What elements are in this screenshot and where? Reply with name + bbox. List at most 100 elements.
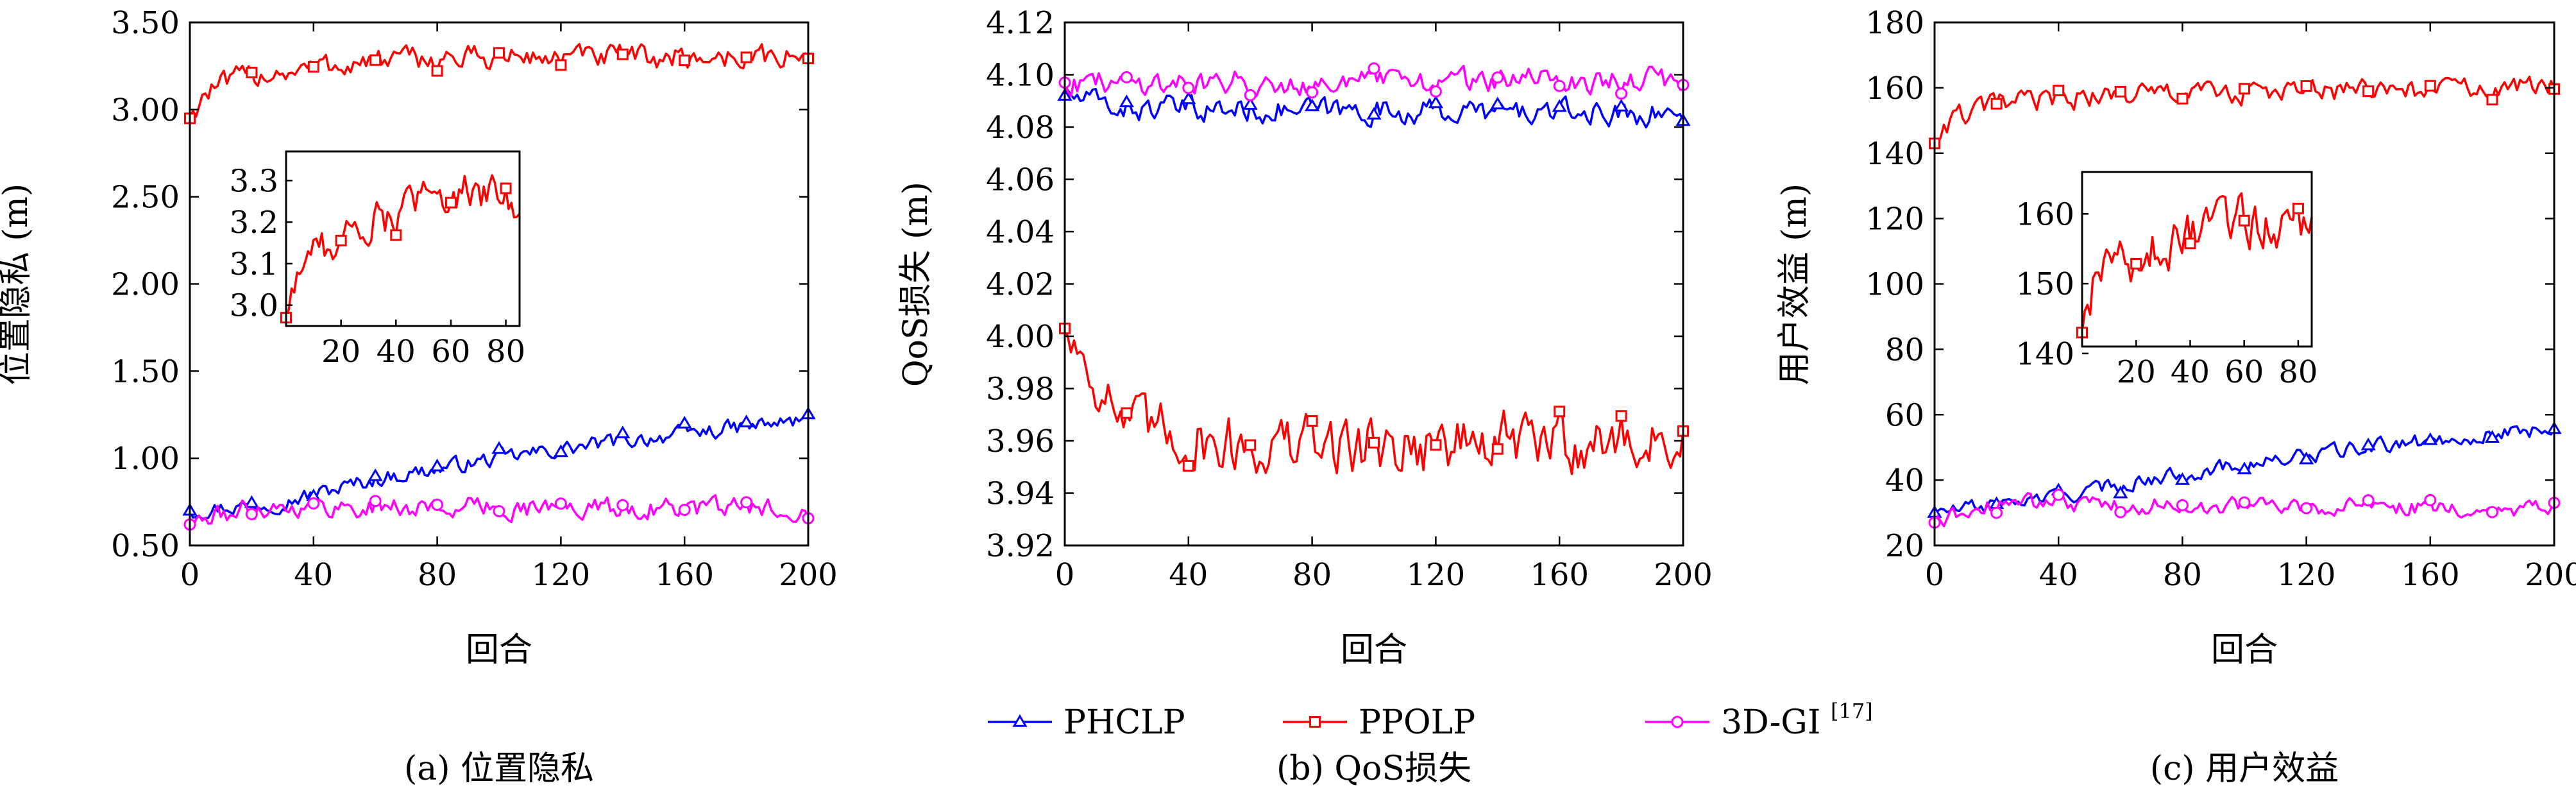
y-tick-label: 3.94 xyxy=(986,476,1055,512)
y-tick-label: 3.98 xyxy=(986,372,1055,407)
panel-caption: (c) 用户效益 xyxy=(2150,750,2339,788)
y-tick-label: 4.08 xyxy=(986,110,1055,146)
legend-item-3d-gi: 3D-GI [17] xyxy=(1645,699,1873,742)
series-marker-ppolp xyxy=(1182,459,1194,472)
x-tick-label: 0 xyxy=(1925,557,1945,593)
series-marker-phclp xyxy=(553,444,569,458)
series-marker-ppolp xyxy=(369,54,382,66)
series-marker-ppolp xyxy=(2362,85,2375,98)
x-axis-label: 回合 xyxy=(1341,631,1407,669)
x-axis-label: 回合 xyxy=(2211,631,2278,669)
y-tick-label: 3.96 xyxy=(986,424,1055,459)
series-marker-3d-gi xyxy=(1429,85,1442,98)
legend-label: PHCLP xyxy=(1063,703,1185,742)
series-marker-ppolp xyxy=(679,55,691,67)
series-marker-ppolp xyxy=(2300,80,2312,92)
inset-series-marker-ppolp xyxy=(2238,214,2250,227)
legend-label: PPOLP xyxy=(1359,703,1475,742)
series-marker-3d-gi xyxy=(2238,496,2251,509)
series-marker-ppolp xyxy=(740,51,752,64)
series-marker-3d-gi xyxy=(2052,488,2065,501)
series-marker-phclp xyxy=(615,425,631,438)
y-tick-label: 4.04 xyxy=(986,214,1055,250)
y-tick-label: 80 xyxy=(1885,332,1924,368)
series-marker-phclp xyxy=(2174,472,2190,485)
inset-series-marker-ppolp xyxy=(335,234,347,246)
inset-x-tick-label: 40 xyxy=(2171,354,2210,390)
series-marker-ppolp xyxy=(2176,92,2189,105)
series-marker-3d-gi xyxy=(740,496,753,509)
y-tick-label: 4.02 xyxy=(986,267,1055,303)
inset-series-marker-ppolp xyxy=(2184,237,2196,250)
inset-frame xyxy=(2081,171,2313,348)
series-marker-phclp xyxy=(1366,107,1382,120)
series-marker-ppolp xyxy=(555,59,567,71)
series-marker-phclp xyxy=(677,415,692,429)
y-tick-label: 4.00 xyxy=(986,319,1055,355)
series-marker-phclp xyxy=(2484,430,2500,443)
y-tick-label: 2.50 xyxy=(111,180,180,216)
inset-series-marker-ppolp xyxy=(445,196,457,209)
series-marker-ppolp xyxy=(2424,80,2436,92)
inset-y-tick-label: 3.3 xyxy=(230,163,278,199)
y-tick-label: 180 xyxy=(1865,5,1924,41)
inset-x-tick-label: 40 xyxy=(377,334,416,370)
series-marker-3d-gi xyxy=(2114,506,2127,518)
y-tick-label: 2.00 xyxy=(111,267,180,303)
series-line-phclp xyxy=(189,413,809,520)
series-marker-3d-gi xyxy=(1553,80,1566,92)
legend-marker-square xyxy=(1309,716,1321,728)
x-tick-label: 40 xyxy=(1169,557,1208,593)
series-marker-ppolp xyxy=(1990,98,2003,110)
inset-x-tick-label: 60 xyxy=(431,334,470,370)
y-tick-label: 1.50 xyxy=(111,354,180,390)
series-marker-ppolp xyxy=(2053,84,2065,96)
y-tick-label: 40 xyxy=(1885,463,1924,499)
series-marker-ppolp xyxy=(1306,415,1318,427)
x-tick-label: 120 xyxy=(1407,557,1466,593)
y-tick-label: 140 xyxy=(1865,136,1924,172)
inset-y-tick-label: 3.1 xyxy=(230,246,278,282)
series-marker-3d-gi xyxy=(1182,81,1195,94)
series-line-ppolp xyxy=(1063,328,1684,476)
x-axis-label: 回合 xyxy=(466,631,532,669)
inset-background xyxy=(2082,172,2312,347)
series-marker-3d-gi xyxy=(2300,502,2313,515)
chart-c: 0 40 80 120 160 200 20 40 60 80 100 120 140 160 180 回合 用… xyxy=(1775,5,2576,788)
x-tick-label: 80 xyxy=(418,557,457,593)
legend-item-phclp: PHCLP xyxy=(988,703,1185,742)
y-tick-label: 20 xyxy=(1885,528,1924,564)
series-marker-3d-gi xyxy=(431,498,444,511)
series-marker-phclp xyxy=(368,468,383,481)
x-tick-label: 160 xyxy=(1530,557,1589,593)
inset-series-marker-ppolp xyxy=(500,182,512,194)
inset-y-tick-label: 160 xyxy=(2015,196,2074,232)
inset-y-tick-label: 150 xyxy=(2015,266,2074,302)
series-marker-phclp xyxy=(1119,94,1135,108)
y-tick-label: 60 xyxy=(1885,397,1924,433)
series-marker-ppolp xyxy=(2239,83,2250,95)
inset-series-marker-ppolp xyxy=(390,229,402,241)
inset-chart-c: 20 40 60 80 140 150 160 xyxy=(2015,171,2318,390)
series-marker-phclp xyxy=(738,415,754,427)
inset-y-tick-label: 3.0 xyxy=(230,288,278,324)
series-marker-3d-gi xyxy=(307,497,320,510)
chart-b: 0 40 80 120 160 200 3.92 3.94 3.96 3.98 4.00 4.02 4.… xyxy=(897,5,1713,788)
legend-citation: [17] xyxy=(1831,699,1873,723)
series-marker-ppolp xyxy=(1121,407,1133,419)
series-marker-phclp xyxy=(2298,451,2314,465)
inset-series-line-ppolp xyxy=(285,174,521,318)
y-tick-label: 3.00 xyxy=(111,92,180,128)
series-marker-phclp xyxy=(2237,461,2252,475)
series-marker-3d-gi xyxy=(2362,494,2375,507)
inset-y-tick-label: 140 xyxy=(2015,336,2074,372)
inset-x-tick-label: 60 xyxy=(2224,354,2264,390)
x-tick-label: 40 xyxy=(294,557,333,593)
inset-x-tick-label: 20 xyxy=(2117,354,2156,390)
series-marker-ppolp xyxy=(246,67,258,79)
x-tick-label: 40 xyxy=(2039,557,2078,593)
series-marker-ppolp xyxy=(1244,439,1257,451)
series-marker-3d-gi xyxy=(2424,493,2437,506)
x-tick-label: 200 xyxy=(2525,557,2576,593)
series-marker-ppolp xyxy=(493,47,505,59)
